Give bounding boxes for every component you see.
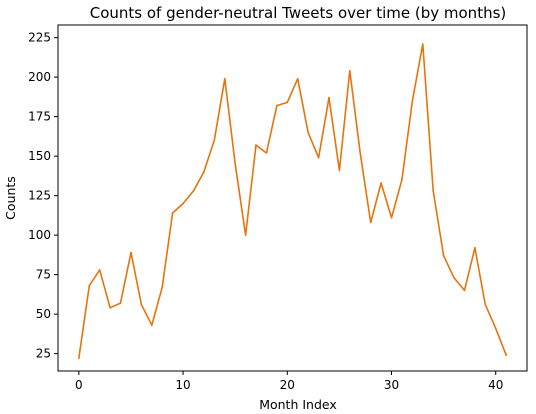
data-point — [286, 101, 289, 104]
y-tick-label: 225 — [28, 31, 51, 45]
y-tick-label: 100 — [28, 228, 51, 242]
data-point — [421, 43, 424, 45]
data-point — [78, 357, 80, 360]
data-point — [474, 246, 476, 249]
data-point — [171, 212, 174, 214]
data-point — [328, 96, 330, 99]
data-point — [369, 221, 372, 224]
data-point — [203, 171, 205, 173]
data-point — [380, 182, 382, 184]
data-point — [484, 303, 487, 306]
data-point — [88, 284, 91, 287]
data-point — [98, 269, 101, 271]
data-point — [244, 234, 247, 236]
y-axis: 25 50 75 100 125 150 175 200 225 — [28, 31, 58, 361]
y-tick-label: 125 — [28, 189, 51, 203]
data-point — [505, 354, 507, 357]
x-tick-label: 30 — [384, 378, 399, 392]
data-point — [265, 152, 268, 154]
x-tick-label: 0 — [75, 378, 83, 392]
data-point — [494, 327, 497, 330]
data-point — [130, 251, 132, 254]
series-layer — [78, 43, 507, 360]
data-point — [109, 307, 111, 309]
data-point — [411, 100, 414, 102]
x-tick-label: 10 — [175, 378, 190, 392]
data-point — [432, 190, 435, 192]
data-point — [161, 286, 164, 289]
data-point — [359, 152, 362, 154]
y-tick-label: 200 — [28, 70, 51, 84]
x-axis: 0 10 20 30 40 — [75, 371, 503, 392]
x-axis-label: Month Index — [259, 397, 337, 412]
data-point — [401, 179, 403, 181]
data-point — [151, 324, 153, 326]
data-point — [140, 303, 143, 306]
y-axis-label: Counts — [3, 176, 18, 220]
data-point — [223, 77, 226, 80]
y-tick-label: 150 — [28, 149, 51, 163]
data-point — [390, 216, 393, 219]
y-tick-label: 175 — [28, 110, 51, 124]
plot-area-frame — [57, 24, 528, 372]
data-point — [255, 144, 257, 146]
data-point — [296, 77, 299, 80]
data-point — [463, 289, 466, 292]
data-point — [307, 131, 309, 134]
series-line — [78, 43, 507, 359]
data-point — [453, 276, 455, 279]
y-tick-label: 25 — [36, 347, 51, 361]
x-tick-label: 40 — [488, 378, 503, 392]
chart-title: Counts of gender-neutral Tweets over tim… — [90, 4, 507, 22]
data-point — [276, 104, 278, 107]
data-point — [213, 139, 216, 142]
y-tick-label: 75 — [36, 268, 51, 282]
data-point — [317, 156, 320, 159]
y-tick-label: 50 — [36, 307, 51, 321]
data-point — [182, 202, 184, 205]
data-point — [119, 302, 122, 304]
data-point — [234, 163, 236, 165]
data-point — [442, 254, 445, 257]
data-point — [338, 169, 341, 172]
data-point — [192, 190, 195, 192]
x-tick-label: 20 — [280, 378, 295, 392]
data-point — [349, 70, 351, 72]
